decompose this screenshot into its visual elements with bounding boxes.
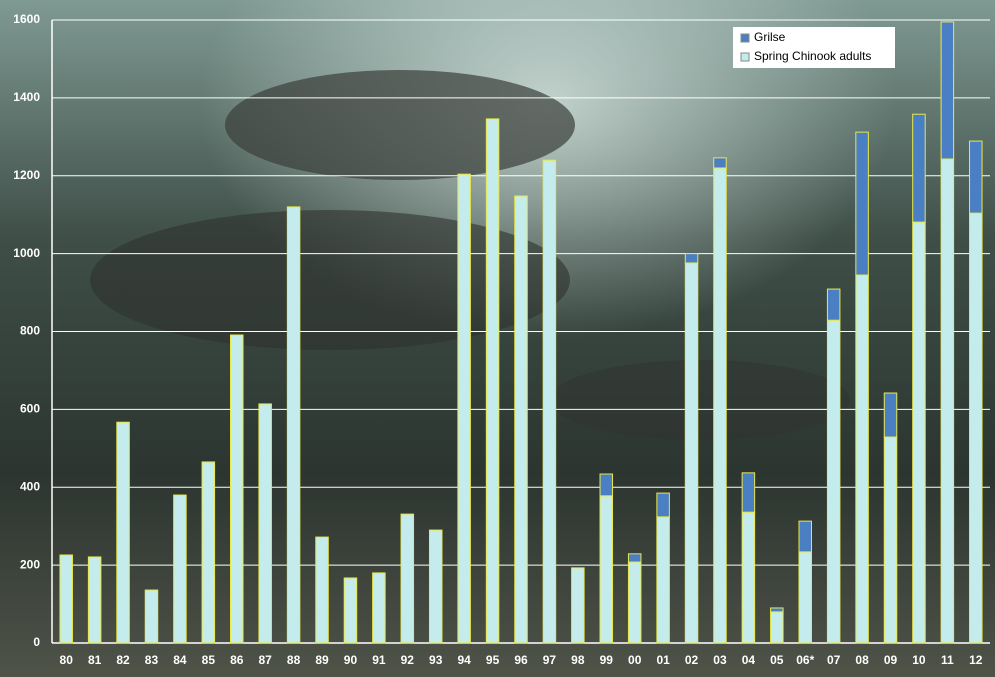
- x-tick-label: 91: [372, 653, 386, 667]
- x-tick-label: 82: [116, 653, 130, 667]
- bar-segment: [741, 511, 756, 644]
- legend-swatch: [740, 33, 750, 43]
- x-tick-label: 83: [145, 653, 159, 667]
- bar-segment: [571, 567, 585, 644]
- x-tick-label: 86: [230, 653, 244, 667]
- x-tick-label: 90: [344, 653, 358, 667]
- x-tick-label: 07: [827, 653, 841, 667]
- bar-segment: [798, 551, 812, 644]
- y-tick-label: 1400: [13, 90, 40, 104]
- bar-segment: [116, 421, 130, 644]
- bar-segment: [599, 495, 614, 644]
- bar-segment: [485, 118, 500, 644]
- x-tick-label: 11: [941, 653, 954, 667]
- bar-segment: [286, 206, 301, 644]
- bar-segment: [87, 556, 102, 644]
- bar-segment: [400, 513, 415, 644]
- x-tick-label: 80: [60, 653, 74, 667]
- x-tick-label: 12: [969, 653, 983, 667]
- bar-segment: [855, 131, 869, 276]
- y-tick-label: 800: [20, 324, 40, 338]
- bar-segment: [826, 319, 841, 644]
- bar-segment: [826, 288, 841, 321]
- x-tick-label: 89: [315, 653, 329, 667]
- x-tick-label: 97: [543, 653, 557, 667]
- y-tick-label: 600: [20, 402, 40, 416]
- bar-segment: [798, 520, 812, 553]
- x-tick-label: 96: [514, 653, 528, 667]
- bar-segment: [315, 536, 329, 644]
- x-tick-label: 85: [202, 653, 216, 667]
- fish-shape: [550, 360, 850, 440]
- x-tick-label: 06*: [796, 653, 814, 667]
- bar-segment: [770, 607, 784, 613]
- y-tick-label: 0: [33, 635, 40, 649]
- x-tick-label: 09: [884, 653, 898, 667]
- bar-segment: [173, 494, 187, 644]
- y-tick-label: 1000: [13, 246, 40, 260]
- bar-segment: [230, 334, 244, 644]
- x-tick-label: 93: [429, 653, 443, 667]
- bar-segment: [912, 221, 926, 644]
- bar-segment: [855, 274, 869, 644]
- x-tick-label: 08: [855, 653, 869, 667]
- x-tick-label: 04: [742, 653, 756, 667]
- legend-swatch: [740, 52, 750, 62]
- x-tick-label: 05: [770, 653, 784, 667]
- legend-box: [733, 27, 895, 68]
- x-tick-label: 99: [600, 653, 614, 667]
- y-tick-label: 1600: [13, 12, 40, 26]
- y-tick-label: 400: [20, 479, 40, 493]
- y-tick-label: 1200: [13, 168, 40, 182]
- x-tick-label: 10: [912, 653, 926, 667]
- bar-segment: [627, 553, 642, 563]
- bar-segment: [599, 473, 614, 497]
- bar-segment: [457, 173, 471, 644]
- fish-shape: [90, 210, 570, 350]
- bar-segment: [969, 212, 983, 644]
- fish-shape: [225, 70, 575, 180]
- x-tick-label: 88: [287, 653, 301, 667]
- bar-segment: [201, 461, 216, 644]
- x-tick-label: 84: [173, 653, 187, 667]
- x-tick-label: 94: [457, 653, 471, 667]
- bar-segment: [542, 159, 557, 644]
- legend: Grilse Spring Chinook adults: [733, 27, 895, 68]
- bar-segment: [656, 492, 670, 518]
- x-tick-label: 95: [486, 653, 500, 667]
- bar-segment: [741, 472, 756, 513]
- x-tick-label: 81: [88, 653, 102, 667]
- x-tick-label: 87: [259, 653, 273, 667]
- x-tick-label: 01: [656, 653, 670, 667]
- legend-label: Spring Chinook adults: [754, 49, 871, 63]
- x-tick-label: 03: [713, 653, 727, 667]
- bar-segment: [59, 554, 73, 644]
- bar-segment: [372, 572, 386, 644]
- bar-segment: [627, 561, 642, 644]
- bar-segment: [514, 195, 528, 644]
- legend-label: Grilse: [754, 30, 786, 44]
- bar-segment: [940, 158, 955, 644]
- x-tick-label: 02: [685, 653, 699, 667]
- bar-segment: [883, 436, 898, 644]
- bar-segment: [940, 21, 955, 160]
- bar-segment: [713, 167, 727, 644]
- bar-segment: [770, 611, 784, 644]
- x-tick-label: 92: [401, 653, 415, 667]
- bar-segment: [912, 113, 926, 223]
- bar-segment: [428, 529, 443, 644]
- bar-segment: [258, 403, 272, 644]
- bar-segment: [883, 392, 898, 438]
- bar-segment: [343, 577, 358, 644]
- y-tick-label: 200: [20, 557, 40, 571]
- x-tick-label: 98: [571, 653, 585, 667]
- bar-segment: [969, 140, 983, 214]
- bar-segment: [684, 253, 699, 264]
- bar-segment: [684, 262, 699, 644]
- bar-segment: [713, 157, 727, 169]
- bar-segment: [656, 516, 670, 644]
- x-tick-label: 00: [628, 653, 642, 667]
- bar-segment: [144, 589, 159, 644]
